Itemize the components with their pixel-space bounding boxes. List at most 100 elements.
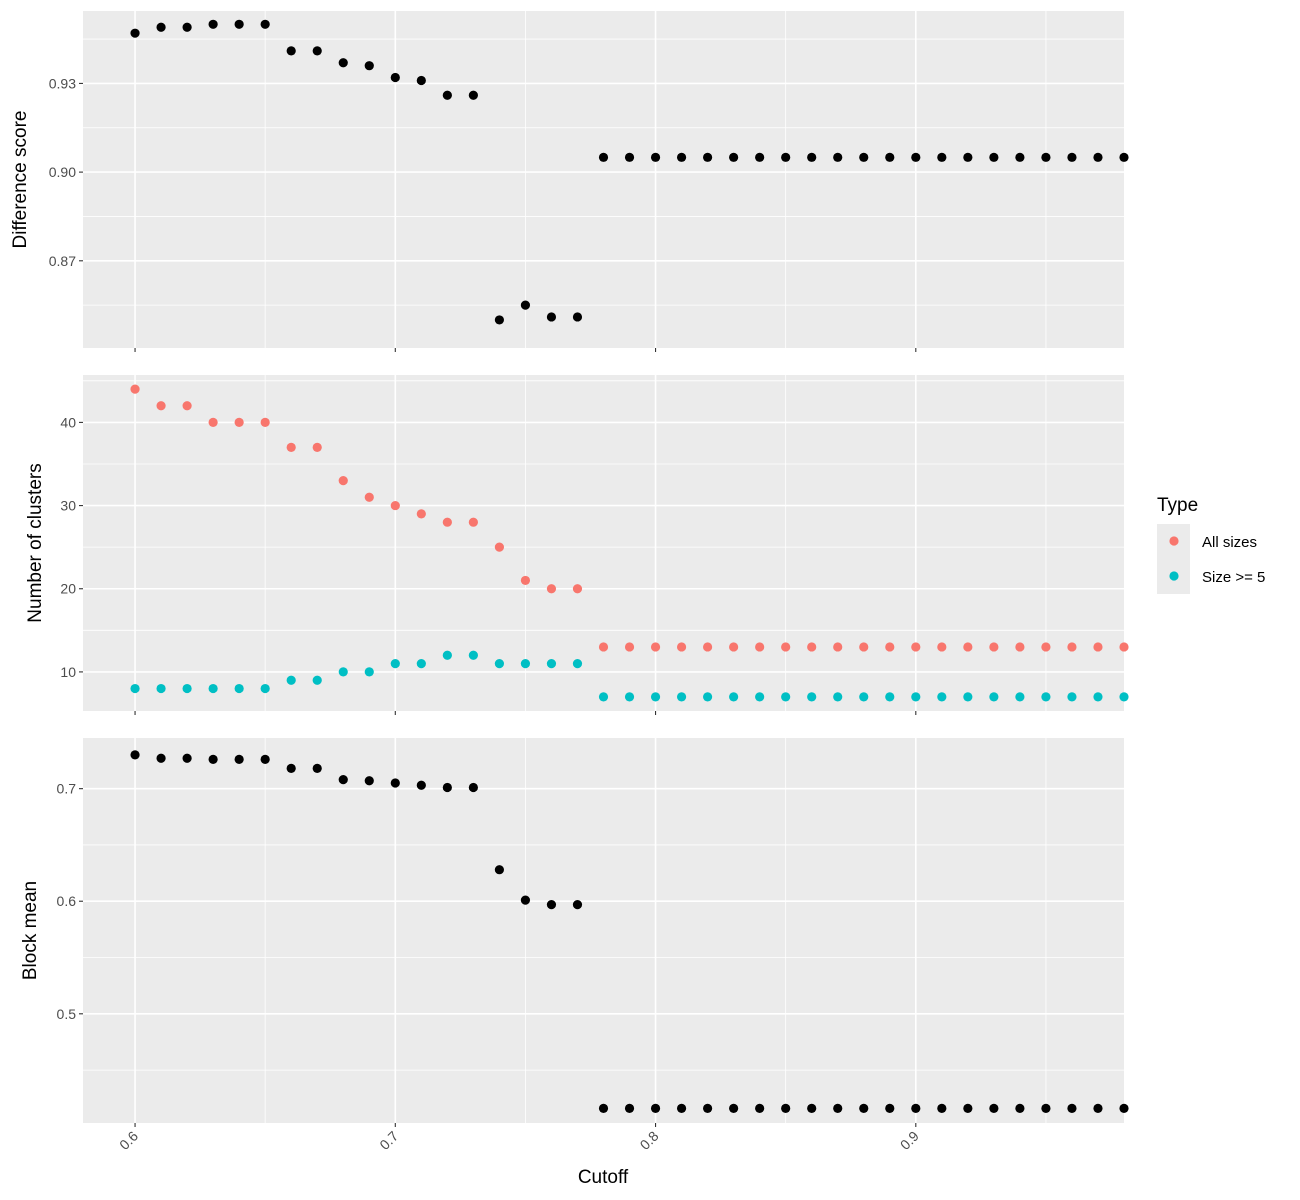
data-point <box>937 1103 947 1113</box>
panel-background <box>83 11 1124 348</box>
data-point <box>703 692 713 702</box>
data-point <box>338 667 348 677</box>
data-point <box>676 1103 687 1113</box>
y-axis-title: Block mean <box>20 881 41 980</box>
y-tick-label: 0.6 <box>57 893 77 909</box>
data-point <box>650 642 661 652</box>
data-point <box>859 692 869 702</box>
data-point <box>182 753 192 763</box>
x-tick-label: 0.9 <box>897 1128 922 1153</box>
data-point <box>833 642 843 652</box>
y-tick-label: 0.90 <box>49 164 76 180</box>
data-point <box>911 1103 921 1113</box>
data-point <box>1041 642 1051 652</box>
data-point <box>703 1103 713 1113</box>
data-point <box>676 152 687 162</box>
data-point <box>520 575 531 586</box>
data-point <box>390 658 400 669</box>
data-point <box>598 692 609 702</box>
data-point <box>286 46 296 56</box>
data-point <box>312 763 322 773</box>
data-point <box>859 642 869 652</box>
data-point <box>260 417 270 428</box>
data-point <box>390 72 400 83</box>
data-point <box>156 683 166 694</box>
data-point <box>781 642 791 652</box>
legend-key-background <box>1157 524 1190 594</box>
data-point <box>598 642 609 652</box>
data-point <box>650 692 661 702</box>
x-tick-label: 0.7 <box>376 1128 401 1153</box>
data-point <box>963 152 973 162</box>
data-point <box>130 28 140 38</box>
data-point <box>520 300 531 310</box>
data-point <box>364 776 374 786</box>
data-point <box>650 1103 661 1113</box>
data-point <box>755 642 765 652</box>
legend-title: Type <box>1157 495 1198 516</box>
data-point <box>494 542 504 552</box>
y-tick-label: 10 <box>60 664 76 680</box>
data-point <box>208 683 218 694</box>
data-point <box>937 152 947 162</box>
data-point <box>807 692 817 702</box>
data-point <box>781 1103 791 1113</box>
data-point <box>156 22 166 32</box>
data-point <box>963 1103 973 1113</box>
data-point <box>989 152 999 162</box>
data-point <box>676 642 687 652</box>
data-point <box>468 517 478 527</box>
data-point <box>130 683 140 694</box>
data-point <box>989 692 999 702</box>
data-point <box>416 780 426 790</box>
data-point <box>1067 152 1077 162</box>
legend-key-all-sizes <box>1169 536 1179 546</box>
data-point <box>703 642 713 652</box>
series-difference-score <box>130 19 1129 325</box>
data-point <box>1093 692 1103 702</box>
data-point <box>1015 152 1025 162</box>
data-point <box>911 642 921 652</box>
panel-difference-score: 0.87 0.90 0.93 Difference score <box>10 11 1129 352</box>
data-point <box>598 152 609 162</box>
data-point <box>416 75 426 86</box>
data-point <box>781 152 791 162</box>
data-point <box>1119 692 1129 702</box>
data-point <box>364 61 374 71</box>
data-point <box>937 692 947 702</box>
data-point <box>494 658 504 669</box>
x-axis: 0.6 0.7 0.8 0.9 <box>116 1128 922 1153</box>
data-point <box>650 152 661 162</box>
data-point <box>494 315 504 325</box>
y-tick-label: 30 <box>60 498 76 514</box>
data-point <box>390 778 400 788</box>
data-point <box>234 754 244 764</box>
data-point <box>963 692 973 702</box>
x-tick-label: 0.8 <box>637 1128 662 1153</box>
data-point <box>182 22 192 32</box>
data-point <box>338 58 348 68</box>
data-point <box>1119 1103 1129 1113</box>
data-point <box>130 750 140 760</box>
data-point <box>833 692 843 702</box>
panel-background <box>83 738 1124 1123</box>
data-point <box>1041 692 1051 702</box>
data-point <box>234 683 244 694</box>
data-point <box>468 782 478 793</box>
data-point <box>1041 152 1051 162</box>
y-tick-label: 20 <box>60 581 76 597</box>
data-point <box>859 1103 869 1113</box>
data-point <box>885 152 895 162</box>
data-point <box>624 642 635 652</box>
data-point <box>572 312 583 322</box>
data-point <box>703 152 713 162</box>
data-point <box>520 658 531 669</box>
data-point <box>807 1103 817 1113</box>
data-point <box>1067 1103 1077 1113</box>
data-point <box>807 642 817 652</box>
data-point <box>260 754 270 764</box>
data-point <box>494 865 504 875</box>
data-point <box>1015 692 1025 702</box>
data-point <box>755 152 765 162</box>
